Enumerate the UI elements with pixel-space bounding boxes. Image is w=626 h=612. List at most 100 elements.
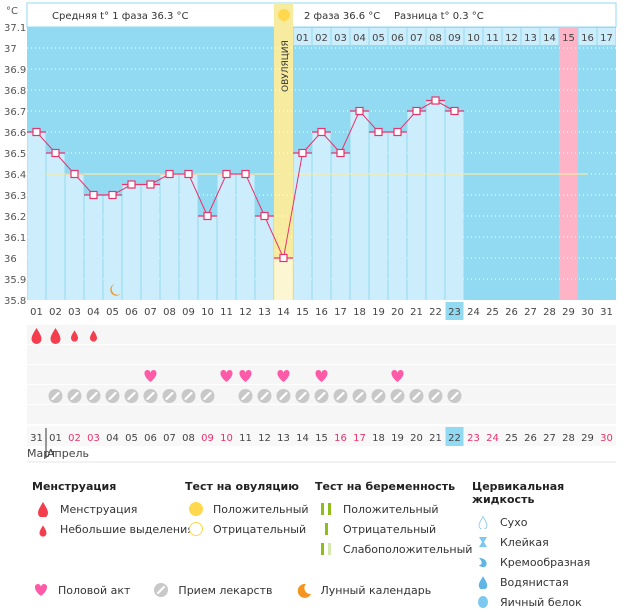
post-ovulation-day-cell: [540, 28, 559, 45]
calendar-date: 11: [239, 433, 252, 444]
cycle-day-label: 03: [68, 307, 81, 318]
y-tick-label: 36: [4, 254, 17, 265]
calendar-date: 17: [353, 433, 366, 444]
calendar-date: 31: [30, 433, 43, 444]
pill-icon: [47, 387, 64, 405]
legend-title: Тест на беременность: [315, 480, 456, 493]
cycle-day-label: 27: [524, 307, 537, 318]
legend-title: Менструация: [32, 480, 117, 493]
temperature-bar: [27, 132, 46, 300]
temperature-point: [241, 169, 250, 179]
month-label: Март: [27, 447, 57, 460]
ovulation-column: [274, 3, 293, 300]
post-ovulation-day-cell: [388, 28, 407, 45]
legend-title: Цервикальная жидкость: [472, 480, 565, 506]
temperature-bar: [445, 111, 464, 300]
temperature-point: [279, 253, 288, 263]
cycle-day-label: 25: [486, 307, 499, 318]
temperature-bar: [65, 174, 84, 300]
legend-cervical-fluid: Цервикальная жидкость Сухо Клейкая Кремо…: [472, 480, 626, 612]
post-ovulation-day-cell: [445, 28, 464, 45]
temperature-point: [412, 106, 421, 116]
temperature-point: [127, 180, 136, 189]
legend-label: Водянистая: [500, 575, 569, 589]
post-ovulation-day-label: 15: [562, 33, 575, 44]
pill-icon: [275, 387, 292, 405]
calendar-date: 10: [220, 433, 233, 444]
cycle-day-label: 26: [505, 307, 518, 318]
phase1-average: Средняя t° 1 фаза 36.3 °C: [52, 11, 189, 22]
month-label: Апрель: [47, 447, 89, 460]
legend-label: Положительный: [213, 502, 309, 516]
post-ovulation-day-label: 16: [581, 33, 594, 44]
event-row: [27, 345, 616, 364]
post-ovulation-day-label: 10: [467, 33, 480, 44]
y-tick-label: 36.1: [4, 233, 26, 244]
event-row: [27, 325, 616, 344]
post-ovulation-day-cell: [426, 28, 445, 45]
legend-pregnancy-test: Тест на беременность Положительный Отриц…: [315, 480, 472, 559]
cycle-day-label: 31: [600, 307, 613, 318]
calendar-date: 03: [87, 433, 100, 444]
temperature-point: [298, 148, 307, 158]
legend-label: Кремообразная: [500, 555, 591, 569]
post-ovulation-day-label: 01: [296, 33, 309, 44]
post-ovulation-day-label: 08: [429, 33, 442, 44]
cycle-day-label: 16: [315, 307, 328, 318]
y-tick-label: 36.8: [4, 86, 26, 97]
ovulation-label: ОВУЛЯЦИЯ: [281, 40, 291, 92]
legend-label: Сухо: [500, 515, 528, 529]
temperature-bar: [179, 174, 198, 300]
cycle-day-label: 19: [372, 307, 385, 318]
y-tick-label: 36.9: [4, 65, 26, 76]
y-tick-label: 35.8: [4, 296, 26, 307]
post-ovulation-day-label: 14: [543, 33, 556, 44]
post-ovulation-day-label: 07: [410, 33, 423, 44]
temperature-bar: [388, 132, 407, 300]
post-ovulation-day-label: 04: [353, 33, 366, 44]
calendar-date: 06: [144, 433, 157, 444]
cycle-day-label: 08: [163, 307, 176, 318]
calendar-date: 23: [467, 433, 480, 444]
post-ovulation-day-label: 02: [315, 33, 328, 44]
pill-icon: [370, 387, 387, 405]
post-ovulation-day-label: 12: [505, 33, 518, 44]
temperature-point: [165, 169, 174, 179]
calendar-date: 15: [315, 433, 328, 444]
event-row: [27, 405, 616, 424]
cycle-day-label: 22: [429, 307, 442, 318]
dry-icon: [472, 515, 494, 529]
post-ovulation-day-label: 09: [448, 33, 461, 44]
cycle-day-label: 29: [562, 307, 575, 318]
temperature-bar: [293, 153, 312, 300]
pill-icon: [237, 387, 254, 405]
temperature-point: [222, 169, 231, 179]
pill-icon: [199, 387, 216, 405]
pill-icon: [123, 387, 140, 405]
calendar-date: 16: [334, 433, 347, 444]
temperature-bar: [84, 195, 103, 300]
watery-icon: [472, 575, 494, 589]
temperature-bar: [331, 153, 350, 300]
calendar-date: 22: [448, 433, 461, 444]
temperature-bar: [236, 174, 255, 300]
pill-icon: [161, 387, 178, 405]
y-tick-label: 36.4: [4, 170, 26, 181]
legend-title: Тест на овуляцию: [185, 480, 299, 493]
y-tick-label: 36.2: [4, 212, 26, 223]
calendar-date: 24: [486, 433, 499, 444]
temperature-bar: [141, 184, 160, 300]
calendar-date: 18: [372, 433, 385, 444]
ovulation-negative-icon: [185, 521, 207, 537]
cycle-day-label: 05: [106, 307, 119, 318]
post-ovulation-day-cell: [578, 28, 597, 45]
y-tick-label: 37.1: [4, 23, 26, 34]
phase2-average: 2 фаза 36.6 °C: [304, 11, 380, 22]
temperature-point: [317, 127, 326, 137]
temperature-bar: [369, 132, 388, 300]
temperature-point: [203, 211, 212, 221]
temperature-bar: [217, 174, 236, 300]
cycle-day-label: 04: [87, 307, 100, 318]
cycle-day-label: 01: [30, 307, 43, 318]
temperature-bar: [350, 111, 369, 300]
